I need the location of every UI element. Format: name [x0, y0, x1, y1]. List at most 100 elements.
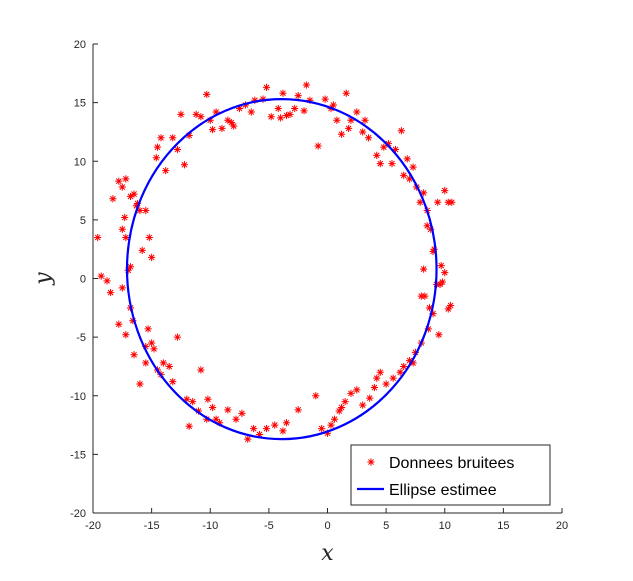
data-point [391, 145, 400, 154]
data-point [129, 317, 137, 325]
plot-area [94, 81, 456, 443]
data-point [318, 424, 326, 433]
legend-label: Ellipse estimee [389, 482, 497, 499]
data-point [353, 108, 361, 116]
data-point [302, 81, 310, 89]
data-point [259, 95, 267, 103]
data-point [165, 362, 173, 371]
data-point [327, 421, 335, 429]
data-point [400, 362, 408, 371]
data-point [312, 392, 320, 400]
data-point [138, 246, 146, 254]
y-axis-label: y [31, 272, 56, 286]
data-point [185, 422, 193, 430]
data-point [282, 111, 291, 120]
data-point [430, 245, 438, 253]
data-point [314, 142, 322, 150]
data-point [224, 406, 232, 414]
data-point [235, 104, 244, 113]
data-point [271, 421, 279, 429]
data-point [427, 225, 435, 233]
y-tick-label: 20 [74, 39, 86, 51]
data-point [423, 222, 431, 230]
data-point [157, 134, 165, 142]
x-axis-label: x [321, 541, 334, 566]
data-point [152, 154, 160, 162]
data-point [376, 159, 384, 168]
data-point [337, 403, 346, 412]
y-tick-label: -20 [70, 508, 86, 520]
data-point [373, 151, 381, 159]
data-point [103, 277, 111, 285]
data-point [145, 233, 153, 242]
data-point [218, 124, 226, 133]
data-point [420, 265, 428, 273]
data-point [279, 89, 287, 97]
data-point [345, 124, 353, 133]
data-point [115, 320, 123, 328]
data-point [230, 122, 238, 130]
data-point [441, 269, 449, 277]
data-point [267, 113, 275, 121]
data-point [238, 409, 246, 417]
data-point [444, 305, 452, 313]
data-point [122, 331, 130, 339]
x-tick-label: -5 [264, 520, 274, 532]
data-point [216, 419, 224, 427]
data-point [373, 374, 381, 382]
y-tick-label: 0 [80, 274, 86, 286]
data-point [424, 325, 432, 333]
data-point [173, 333, 182, 341]
data-point [106, 288, 115, 297]
data-point [159, 359, 167, 367]
data-point [337, 130, 346, 138]
data-point [429, 247, 437, 256]
data-point [247, 108, 255, 116]
data-point [204, 395, 212, 403]
data-point [397, 127, 405, 135]
data-point [133, 199, 142, 208]
data-point [122, 175, 130, 183]
data-point [441, 186, 449, 195]
data-point [142, 342, 150, 351]
data-point [118, 183, 126, 191]
data-point [361, 116, 369, 124]
data-point [97, 272, 105, 280]
data-point [212, 415, 220, 423]
data-point [448, 198, 456, 206]
data-point [396, 368, 404, 376]
data-point [232, 415, 240, 423]
data-point [384, 140, 393, 148]
data-point [177, 110, 185, 118]
data-point [380, 143, 388, 151]
data-point [130, 351, 138, 359]
data-point [429, 310, 437, 318]
y-tick-label: -10 [70, 391, 86, 403]
data-point [294, 91, 302, 100]
data-point [180, 161, 189, 169]
data-point [203, 415, 211, 423]
data-point [130, 190, 138, 198]
data-point [437, 262, 445, 270]
data-point [405, 356, 414, 365]
legend-marker [367, 458, 375, 466]
x-tick-label: -20 [85, 520, 101, 532]
data-point [148, 253, 156, 261]
data-point [194, 407, 203, 415]
data-point [185, 131, 193, 140]
data-point [353, 386, 361, 394]
data-point [251, 96, 259, 104]
data-point [421, 292, 429, 300]
y-tick-label: -15 [70, 449, 86, 461]
data-point [411, 348, 420, 356]
data-point [409, 359, 417, 367]
y-tick-label: 15 [74, 98, 86, 110]
data-point [169, 378, 177, 386]
data-point [203, 90, 211, 99]
data-point [192, 110, 200, 118]
data-point [333, 116, 341, 124]
fitted-ellipse-line [125, 98, 438, 441]
data-point [183, 395, 191, 403]
